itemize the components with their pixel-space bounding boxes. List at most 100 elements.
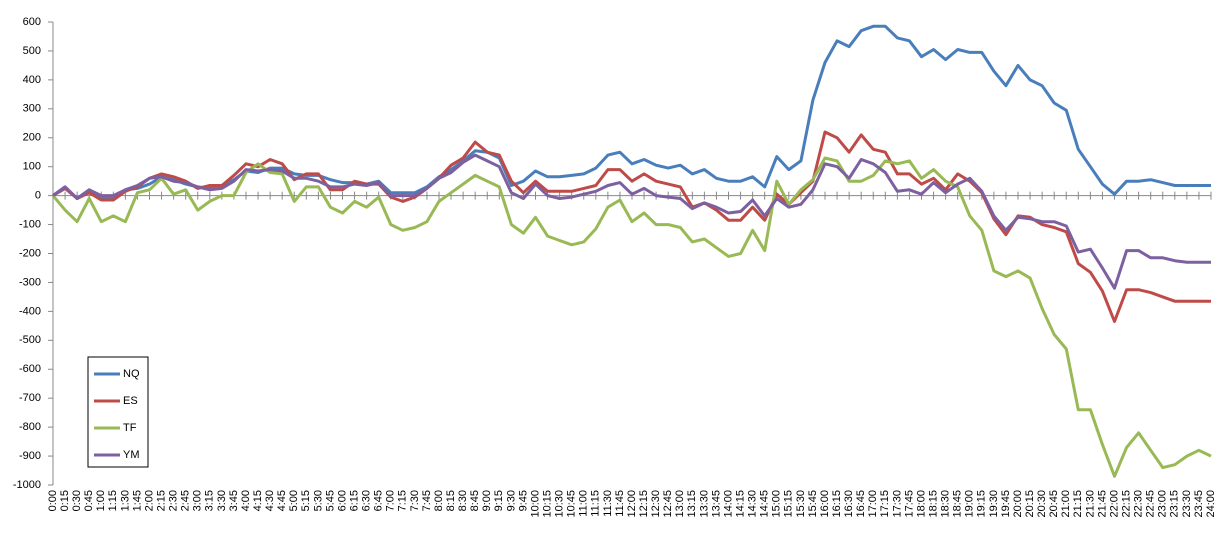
x-tick-label: 0:30 xyxy=(71,490,83,511)
x-tick-label: 15:30 xyxy=(795,490,807,518)
legend-label: ES xyxy=(123,395,138,407)
x-tick-label: 16:00 xyxy=(819,490,831,518)
x-tick-label: 15:15 xyxy=(783,490,795,518)
x-tick-label: 22:30 xyxy=(1133,490,1145,518)
x-tick-label: 21:15 xyxy=(1072,490,1084,518)
x-tick-label: 5:45 xyxy=(324,490,336,511)
x-tick-label: 8:30 xyxy=(457,490,469,511)
x-tick-label: 2:15 xyxy=(155,490,167,511)
y-tick-label: 500 xyxy=(23,45,41,57)
x-tick-label: 11:00 xyxy=(578,490,590,517)
x-tick-label: 14:00 xyxy=(722,490,734,518)
y-tick-label: -500 xyxy=(19,334,41,346)
x-tick-label: 0:00 xyxy=(47,490,59,511)
x-tick-label: 9:15 xyxy=(493,490,505,511)
x-tick-label: 23:00 xyxy=(1157,490,1169,518)
y-tick-label: 400 xyxy=(23,74,41,86)
x-tick-label: 6:45 xyxy=(373,490,385,511)
x-tick-label: 10:00 xyxy=(529,490,541,518)
x-tick-label: 21:00 xyxy=(1060,490,1072,518)
x-tick-label: 14:30 xyxy=(747,490,759,518)
x-tick-label: 22:15 xyxy=(1120,490,1132,518)
x-tick-label: 7:00 xyxy=(385,490,397,511)
x-tick-label: 18:00 xyxy=(915,490,927,518)
x-tick-label: 4:00 xyxy=(240,490,252,511)
x-tick-label: 20:00 xyxy=(1012,490,1024,518)
x-tick-label: 10:15 xyxy=(541,490,553,518)
y-tick-label: 0 xyxy=(35,190,41,202)
x-tick-label: 15:00 xyxy=(771,490,783,518)
x-tick-label: 18:30 xyxy=(940,490,952,518)
x-tick-label: 5:15 xyxy=(300,490,312,511)
y-tick-label: 100 xyxy=(23,161,41,173)
series-line xyxy=(51,156,1212,478)
x-tick-label: 11:45 xyxy=(614,490,626,517)
x-tick-label: 0:45 xyxy=(83,490,95,511)
x-tick-label: 9:30 xyxy=(505,490,517,511)
x-tick-label: 15:45 xyxy=(807,490,819,518)
x-tick-label: 17:00 xyxy=(867,490,879,518)
legend-label: TF xyxy=(123,422,137,434)
x-tick-label: 9:45 xyxy=(517,490,529,511)
x-tick-label: 0:15 xyxy=(59,490,71,511)
x-tick-label: 22:00 xyxy=(1108,490,1120,518)
x-tick-label: 16:30 xyxy=(843,490,855,518)
legend-label: YM xyxy=(123,449,140,461)
x-tick-label: 1:00 xyxy=(95,490,107,511)
x-tick-label: 8:15 xyxy=(445,490,457,511)
y-tick-label: -200 xyxy=(19,247,41,259)
x-tick-label: 19:45 xyxy=(1000,490,1012,518)
x-tick-label: 2:00 xyxy=(143,490,155,511)
x-tick-label: 12:00 xyxy=(626,490,638,518)
x-tick-label: 13:15 xyxy=(686,490,698,518)
x-tick-label: 14:45 xyxy=(759,490,771,518)
x-tick-label: 3:00 xyxy=(192,490,204,511)
x-tick-label: 20:30 xyxy=(1036,490,1048,518)
x-tick-label: 24:00 xyxy=(1205,490,1217,518)
x-tick-label: 3:45 xyxy=(228,490,240,511)
y-tick-label: -400 xyxy=(19,305,41,317)
x-tick-label: 5:00 xyxy=(288,490,300,511)
x-tick-label: 6:15 xyxy=(348,490,360,511)
x-tick-label: 13:00 xyxy=(674,490,686,518)
x-tick-label: 23:45 xyxy=(1193,490,1205,518)
x-tick-label: 2:45 xyxy=(180,490,192,511)
x-tick-label: 11:15 xyxy=(590,490,602,517)
x-tick-label: 1:45 xyxy=(131,490,143,511)
x-tick-label: 19:30 xyxy=(988,490,1000,518)
x-tick-label: 14:15 xyxy=(734,490,746,518)
x-tick-label: 10:30 xyxy=(554,490,566,518)
y-tick-label: 600 xyxy=(23,16,41,28)
x-tick-label: 3:30 xyxy=(216,490,228,511)
x-tick-label: 16:15 xyxy=(831,490,843,518)
x-tick-label: 7:30 xyxy=(409,490,421,511)
x-tick-label: 20:45 xyxy=(1048,490,1060,518)
y-tick-label: 300 xyxy=(23,103,41,115)
y-tick-label: -100 xyxy=(19,218,41,230)
x-tick-label: 4:15 xyxy=(252,490,264,511)
x-tick-label: 4:45 xyxy=(276,490,288,511)
x-tick-label: 23:15 xyxy=(1169,490,1181,518)
x-tick-label: 20:15 xyxy=(1024,490,1036,518)
y-tick-label: -600 xyxy=(19,363,41,375)
y-tick-label: -800 xyxy=(19,421,41,433)
x-tick-label: 19:00 xyxy=(964,490,976,518)
x-tick-label: 19:15 xyxy=(976,490,988,518)
x-tick-label: 6:00 xyxy=(336,490,348,511)
y-tick-label: -900 xyxy=(19,450,41,462)
x-tick-label: 5:30 xyxy=(312,490,324,511)
x-tick-label: 8:45 xyxy=(469,490,481,511)
y-tick-label: -700 xyxy=(19,392,41,404)
x-tick-label: 7:45 xyxy=(421,490,433,511)
x-tick-label: 12:15 xyxy=(638,490,650,518)
x-tick-label: 18:15 xyxy=(927,490,939,518)
series-line xyxy=(52,153,1211,290)
x-tick-label: 22:45 xyxy=(1145,490,1157,518)
x-tick-label: 12:45 xyxy=(662,490,674,518)
x-tick-label: 23:30 xyxy=(1181,490,1193,518)
legend-label: NQ xyxy=(123,368,140,380)
x-tick-label: 3:15 xyxy=(204,490,216,511)
x-tick-label: 13:45 xyxy=(710,490,722,518)
